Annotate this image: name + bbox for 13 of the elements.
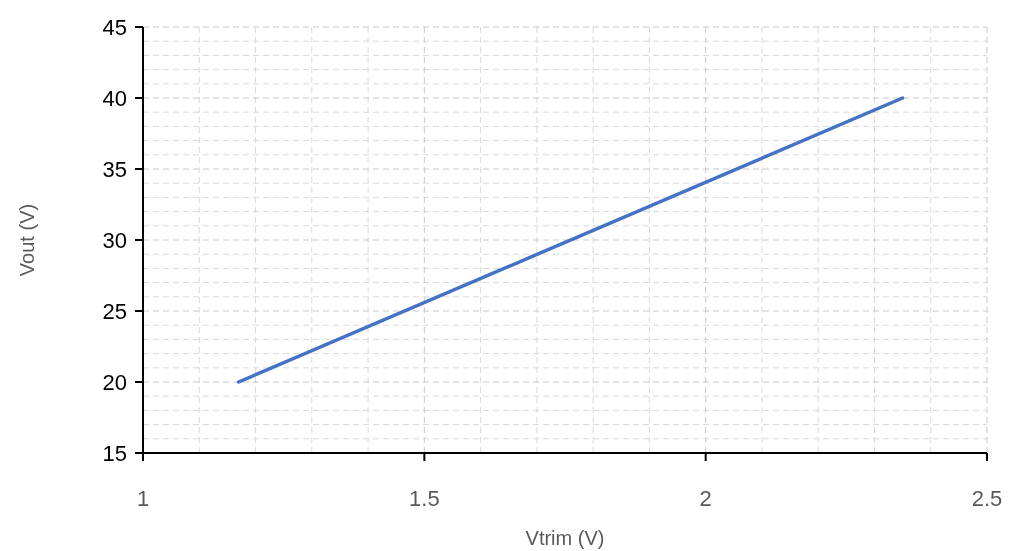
y-tick-label: 25: [102, 298, 127, 324]
y-tick-label: 30: [102, 227, 127, 253]
y-tick-label: 40: [102, 85, 127, 111]
y-tick-label: 20: [102, 369, 127, 395]
y-tick-label: 35: [102, 156, 127, 182]
x-tick-label: 1: [136, 486, 150, 511]
x-tick-label: 1.5: [409, 486, 440, 511]
y-tick-label: 45: [102, 14, 127, 40]
y-axis-title: Vout (V): [16, 203, 38, 277]
x-tick-label: 2.5: [971, 486, 1003, 511]
x-axis-title: Vtrim (V): [525, 527, 605, 549]
y-tick-label: 15: [102, 440, 127, 466]
x-tick-label: 2: [699, 486, 712, 511]
